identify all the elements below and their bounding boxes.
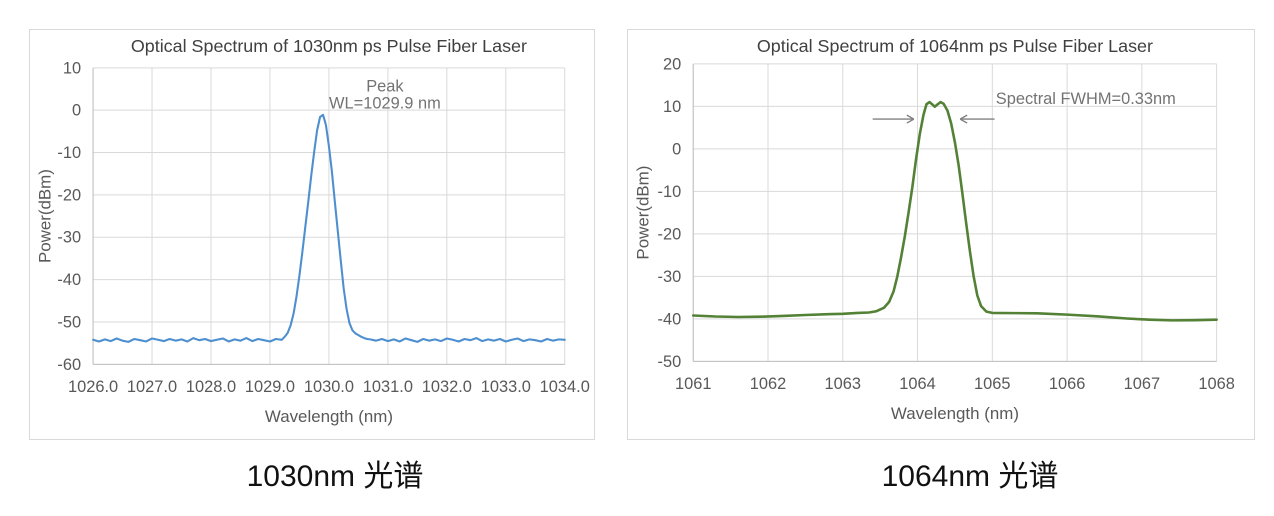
spectrum-panel-1064nm: 1061 1062 1063 1064 1065 1066 1067 1068 20 10 0 -10… bbox=[627, 29, 1255, 440]
svg-text:0: 0 bbox=[72, 102, 81, 120]
svg-text:1068: 1068 bbox=[1198, 375, 1235, 393]
svg-text:1062: 1062 bbox=[750, 375, 787, 393]
spectrum-panel-1030nm: 1026.0 1027.0 1028.0 1029.0 1030.0 1031.0 1032… bbox=[29, 29, 595, 440]
svg-text:1065: 1065 bbox=[974, 375, 1011, 393]
svg-text:20: 20 bbox=[663, 55, 681, 73]
svg-text:1026.0: 1026.0 bbox=[68, 378, 118, 396]
svg-text:Optical Spectrum of 1064nm ps: Optical Spectrum of 1064nm ps Pulse Fibe… bbox=[757, 36, 1153, 56]
svg-text:-20: -20 bbox=[57, 186, 81, 204]
spectrum-chart-1064nm: 1061 1062 1063 1064 1065 1066 1067 1068 20 10 0 -10… bbox=[633, 36, 1235, 423]
svg-text:-20: -20 bbox=[658, 225, 682, 243]
svg-text:-40: -40 bbox=[658, 310, 682, 328]
svg-text:1067: 1067 bbox=[1124, 375, 1160, 393]
svg-text:1030.0: 1030.0 bbox=[304, 378, 354, 396]
svg-text:-50: -50 bbox=[658, 353, 682, 371]
svg-text:-60: -60 bbox=[57, 356, 81, 374]
svg-text:1061: 1061 bbox=[675, 375, 712, 393]
svg-text:Peak: Peak bbox=[366, 78, 404, 96]
svg-text:-10: -10 bbox=[57, 144, 81, 162]
svg-text:-30: -30 bbox=[57, 229, 81, 247]
svg-text:1034.0: 1034.0 bbox=[540, 378, 590, 396]
svg-text:1027.0: 1027.0 bbox=[127, 378, 177, 396]
svg-text:Power(dBm): Power(dBm) bbox=[633, 166, 652, 260]
svg-text:Power(dBm): Power(dBm) bbox=[35, 169, 54, 263]
svg-text:-10: -10 bbox=[658, 183, 682, 201]
svg-text:1064: 1064 bbox=[899, 375, 936, 393]
svg-text:1032.0: 1032.0 bbox=[422, 378, 472, 396]
svg-text:10: 10 bbox=[63, 59, 81, 77]
caption-1030nm: 1030nm 光谱 bbox=[246, 460, 424, 493]
svg-text:10: 10 bbox=[663, 98, 681, 116]
svg-text:-50: -50 bbox=[57, 313, 81, 331]
svg-text:Optical Spectrum of 1030nm ps: Optical Spectrum of 1030nm ps Pulse Fibe… bbox=[131, 36, 527, 56]
svg-text:Spectral FWHM=0.33nm: Spectral FWHM=0.33nm bbox=[996, 90, 1176, 108]
svg-text:0: 0 bbox=[672, 140, 681, 158]
svg-text:Wavelength (nm): Wavelength (nm) bbox=[891, 404, 1019, 423]
svg-text:-40: -40 bbox=[57, 271, 81, 289]
svg-text:1031.0: 1031.0 bbox=[363, 378, 413, 396]
svg-text:Wavelength (nm): Wavelength (nm) bbox=[265, 407, 393, 426]
svg-text:1066: 1066 bbox=[1049, 375, 1086, 393]
svg-text:WL=1029.9 nm: WL=1029.9 nm bbox=[329, 94, 441, 112]
caption-1064nm: 1064nm 光谱 bbox=[881, 460, 1059, 493]
svg-text:1029.0: 1029.0 bbox=[245, 378, 295, 396]
spectrum-chart-1030nm: 1026.0 1027.0 1028.0 1029.0 1030.0 1031.0 1032… bbox=[35, 36, 590, 426]
svg-text:1033.0: 1033.0 bbox=[481, 378, 531, 396]
svg-text:-30: -30 bbox=[658, 268, 682, 286]
svg-text:1063: 1063 bbox=[825, 375, 861, 393]
svg-text:1028.0: 1028.0 bbox=[186, 378, 236, 396]
